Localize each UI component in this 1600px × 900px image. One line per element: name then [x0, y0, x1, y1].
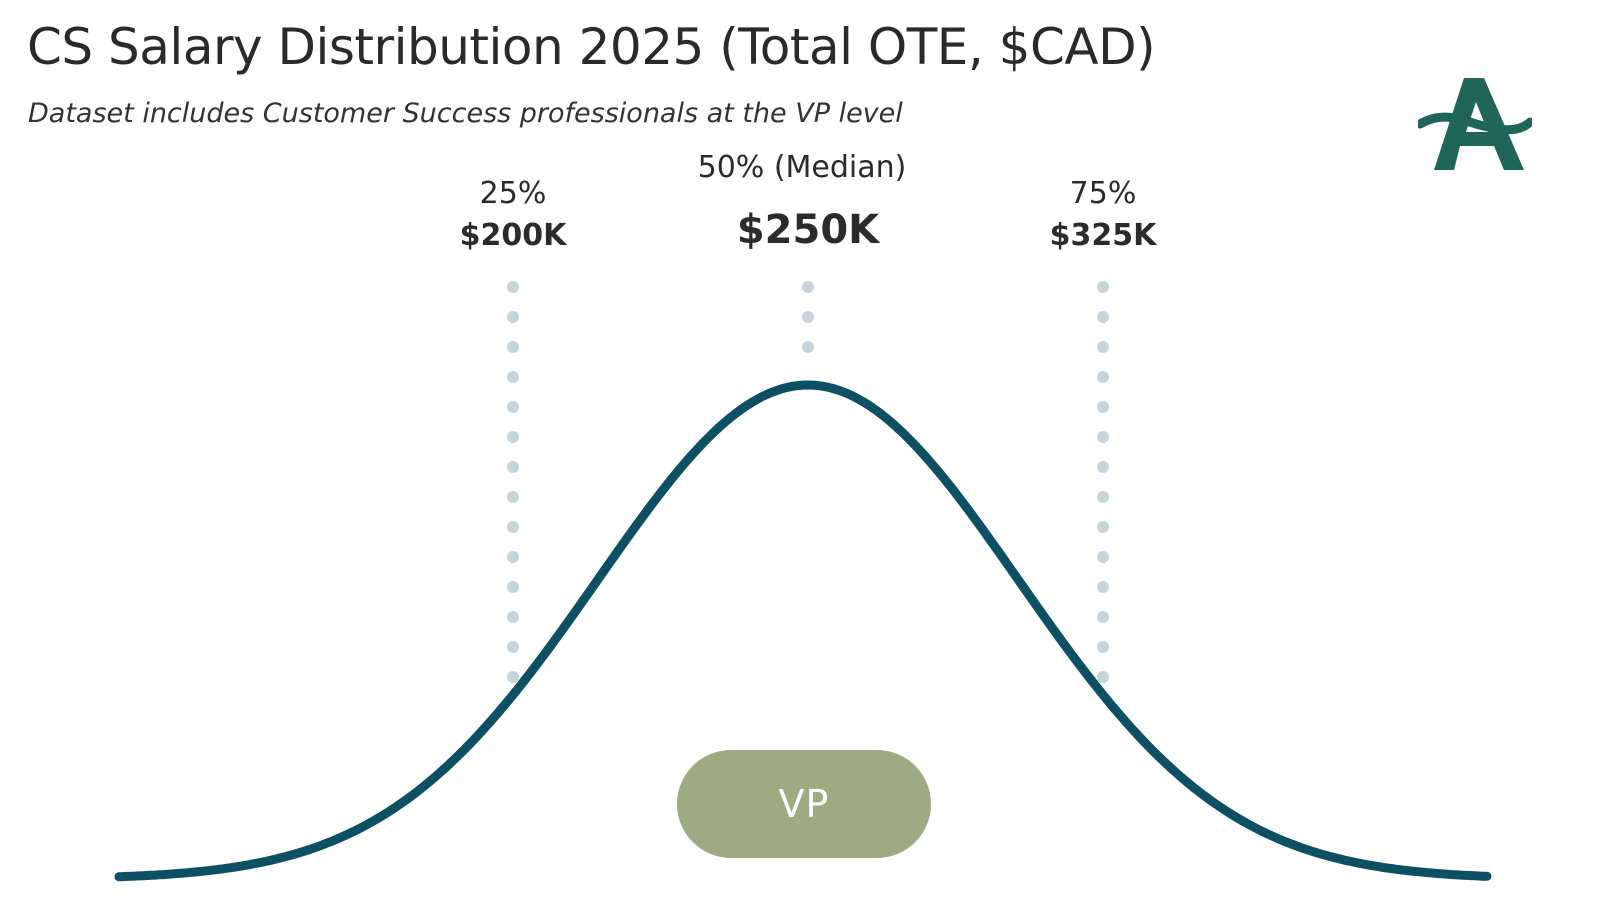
- p75-marker-dot: [1097, 551, 1109, 563]
- p25-marker-dot: [507, 461, 519, 473]
- p25-marker-dot: [507, 641, 519, 653]
- p75-marker-dot: [1097, 641, 1109, 653]
- p75-marker-dot: [1097, 431, 1109, 443]
- company-logo: [1418, 78, 1532, 170]
- p75-value: $325K: [1049, 218, 1157, 253]
- p75-marker-dot: [1097, 611, 1109, 623]
- p75-marker-dot: [1097, 401, 1109, 413]
- p25-marker-dot: [507, 431, 519, 443]
- p75-marker-dot: [1097, 371, 1109, 383]
- p25-marker-dot: [507, 371, 519, 383]
- logo-a-shape: [1434, 78, 1524, 170]
- p50-marker-dot: [802, 341, 814, 353]
- p25-marker-dot: [507, 611, 519, 623]
- p75-marker-dot: [1097, 341, 1109, 353]
- p25-marker-dot: [507, 281, 519, 293]
- page-subtitle: Dataset includes Customer Success profes…: [28, 98, 903, 129]
- p75-marker-dot: [1097, 491, 1109, 503]
- p50-marker-dot: [802, 311, 814, 323]
- p25-marker-dot: [507, 671, 519, 683]
- p75-marker-dot: [1097, 581, 1109, 593]
- median-label: 50% (Median): [697, 150, 907, 185]
- p25-marker-dot: [507, 551, 519, 563]
- p75-label: 75%: [1069, 176, 1137, 211]
- p25-marker-dot: [507, 311, 519, 323]
- p25-marker-dot: [507, 521, 519, 533]
- p75-marker-dot: [1097, 461, 1109, 473]
- percentile-markers: [507, 281, 1109, 683]
- p25-marker-dot: [507, 341, 519, 353]
- p75-marker-dot: [1097, 521, 1109, 533]
- p25-marker-dot: [507, 401, 519, 413]
- level-pill: VP: [677, 750, 931, 858]
- logo-swoosh: [1418, 112, 1532, 135]
- p75-marker-dot: [1097, 671, 1109, 683]
- median-value: $250K: [736, 207, 880, 253]
- page-title: CS Salary Distribution 2025 (Total OTE, …: [27, 18, 1156, 76]
- p25-marker-dot: [507, 491, 519, 503]
- p25-label: 25%: [479, 176, 547, 211]
- p75-marker-dot: [1097, 311, 1109, 323]
- p25-marker-dot: [507, 581, 519, 593]
- p25-value: $200K: [459, 218, 567, 253]
- p75-marker-dot: [1097, 281, 1109, 293]
- bell-curve: [114, 380, 1492, 882]
- p50-marker-dot: [802, 281, 814, 293]
